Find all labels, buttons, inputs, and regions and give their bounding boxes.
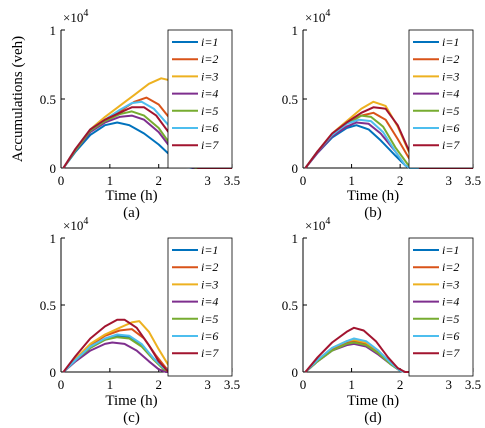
x-tick-label: 2 [397, 377, 404, 392]
x-axis-label: Time (h) [105, 188, 157, 204]
x-axis-label: Time (h) [347, 188, 399, 204]
legend-entry: i=1 [442, 243, 459, 257]
x-tick-label: 3 [204, 377, 211, 392]
exponent-base: ×10 [63, 218, 83, 233]
legend: i=1 i=2 i=3 i=4 i=5 i=6 i=7 [408, 237, 474, 377]
x-tick-label: 2 [155, 173, 162, 188]
legend-entry: i=6 [442, 121, 459, 135]
legend-entry: i=6 [442, 329, 459, 343]
legend: i=1 i=2 i=3 i=4 i=5 i=6 i=7 [167, 29, 233, 169]
panel-caption: (b) [364, 205, 382, 221]
legend-entry: i=2 [201, 52, 218, 66]
legend-entry: i=5 [442, 104, 459, 118]
x-tick-label: 0 [58, 377, 65, 392]
legend-entry: i=4 [201, 87, 218, 101]
legend-entry: i=3 [442, 69, 459, 83]
panel-caption: (a) [123, 205, 140, 221]
legend-entry: i=1 [442, 35, 459, 49]
legend-entry: i=7 [442, 346, 460, 360]
legend-entry: i=4 [442, 87, 459, 101]
x-tick-label: 0 [300, 173, 307, 188]
x-axis-label: Time (h) [347, 393, 399, 409]
y-tick-label: 0.5 [282, 298, 298, 313]
y-tick-label: 0 [50, 365, 57, 380]
y-tick-label: 0 [50, 161, 57, 176]
panel-caption: (c) [123, 410, 140, 426]
x-tick-label: 3 [445, 173, 452, 188]
series-line-7 [304, 326, 473, 373]
x-tick-label: 0 [300, 377, 307, 392]
legend-entry: i=6 [201, 329, 218, 343]
x-tick-label: 2 [397, 173, 404, 188]
exponent-power: 4 [325, 216, 330, 227]
y-tick-label: 1 [292, 231, 299, 246]
legend-entry: i=4 [442, 295, 459, 309]
x-tick-label: 2 [155, 377, 162, 392]
x-tick-label: 3.5 [224, 377, 240, 392]
legend-box [408, 29, 474, 169]
legend: i=1 i=2 i=3 i=4 i=5 i=6 i=7 [167, 237, 233, 377]
y-tick-label: 1 [50, 231, 57, 246]
legend-entry: i=2 [442, 260, 459, 274]
y-tick-label: 1 [292, 23, 299, 38]
x-tick-label: 1 [107, 173, 114, 188]
y-tick-label: 0.5 [282, 92, 298, 107]
legend-entry: i=7 [201, 346, 219, 360]
y-exponent-label: ×104 [305, 216, 330, 233]
legend-entry: i=5 [442, 312, 459, 326]
panel-caption: (d) [364, 410, 382, 426]
legend-box [408, 237, 474, 377]
x-tick-label: 3.5 [465, 377, 481, 392]
x-tick-label: 3.5 [465, 173, 481, 188]
exponent-base: ×10 [305, 10, 325, 25]
legend-entry: i=5 [201, 312, 218, 326]
legend-entry: i=7 [201, 138, 219, 152]
y-tick-label: 0.5 [40, 92, 56, 107]
x-tick-label: 3 [445, 377, 452, 392]
legend-entry: i=1 [201, 35, 218, 49]
x-tick-label: 0 [58, 173, 65, 188]
y-tick-label: 0 [292, 365, 299, 380]
exponent-power: 4 [83, 8, 88, 19]
y-exponent-label: ×104 [63, 216, 88, 233]
y-exponent-label: ×104 [305, 8, 330, 25]
legend-entry: i=1 [201, 243, 218, 257]
y-tick-label: 1 [50, 23, 57, 38]
legend-entry: i=2 [201, 260, 218, 274]
exponent-base: ×10 [305, 218, 325, 233]
legend-entry: i=4 [201, 295, 218, 309]
x-tick-label: 1 [348, 377, 355, 392]
series-line-7 [62, 318, 232, 373]
legend-entry: i=3 [201, 277, 218, 291]
x-axis-label: Time (h) [105, 393, 157, 409]
y-exponent-label: ×104 [63, 8, 88, 25]
legend-entry: i=2 [442, 52, 459, 66]
x-tick-label: 3.5 [224, 173, 240, 188]
x-tick-label: 1 [348, 173, 355, 188]
y-axis-label: Accumulations (veh) [10, 36, 26, 162]
legend-entry: i=7 [442, 138, 460, 152]
legend-entry: i=5 [201, 104, 218, 118]
legend-box [167, 237, 233, 377]
x-tick-label: 3 [204, 173, 211, 188]
series-line-4 [62, 341, 232, 373]
exponent-power: 4 [325, 8, 330, 19]
legend-box [167, 29, 233, 169]
exponent-power: 4 [83, 216, 88, 227]
legend-entry: i=3 [201, 69, 218, 83]
y-tick-label: 0.5 [40, 298, 56, 313]
y-tick-label: 0 [292, 161, 299, 176]
legend: i=1 i=2 i=3 i=4 i=5 i=6 i=7 [408, 29, 474, 169]
x-tick-label: 1 [107, 377, 114, 392]
legend-entry: i=3 [442, 277, 459, 291]
legend-entry: i=6 [201, 121, 218, 135]
exponent-base: ×10 [63, 10, 83, 25]
chart-panel-1: 0 1 2 3 3.5 0 0.5 1 ×104 Accumulations (veh) Time … [10, 8, 240, 221]
